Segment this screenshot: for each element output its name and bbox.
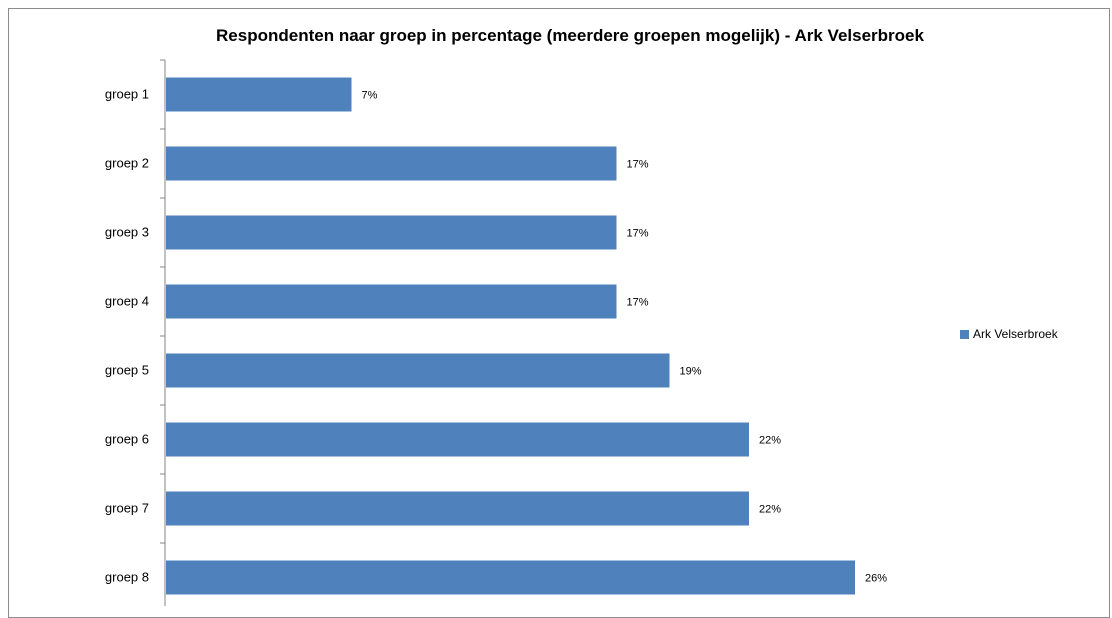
legend-swatch <box>960 329 969 339</box>
data-label: 26% <box>865 573 887 585</box>
category-label: groep 1 <box>105 87 149 102</box>
bar-groep-5 <box>166 353 670 388</box>
bar-groep-4 <box>166 284 617 319</box>
data-label: 22% <box>759 435 781 447</box>
bar-groep-8 <box>166 560 855 595</box>
bar-groep-2 <box>166 146 617 181</box>
category-label: groep 5 <box>105 363 149 378</box>
category-label: groep 2 <box>105 156 149 171</box>
chart-title: Respondenten naar groep in percentage (m… <box>216 26 924 45</box>
bars-group <box>166 77 855 595</box>
legend: Ark Velserbroek <box>960 327 1058 341</box>
data-label: 19% <box>680 366 702 378</box>
axis-group <box>160 59 166 606</box>
labels-group: groep 1 7% groep 2 17% groep 3 17% groep 4 17% g… <box>105 87 887 585</box>
category-label: groep 6 <box>105 432 149 447</box>
data-label: 17% <box>627 228 649 240</box>
data-label: 7% <box>362 90 378 102</box>
bar-groep-7 <box>166 491 749 526</box>
bar-groep-1 <box>166 77 352 112</box>
bar-groep-6 <box>166 422 749 457</box>
category-label: groep 7 <box>105 501 149 516</box>
category-label: groep 8 <box>105 570 149 585</box>
data-label: 22% <box>759 504 781 516</box>
legend-label: Ark Velserbroek <box>973 327 1058 341</box>
data-label: 17% <box>627 159 649 171</box>
category-label: groep 4 <box>105 294 149 309</box>
bar-groep-3 <box>166 215 617 250</box>
category-label: groep 3 <box>105 225 149 240</box>
data-label: 17% <box>627 297 649 309</box>
